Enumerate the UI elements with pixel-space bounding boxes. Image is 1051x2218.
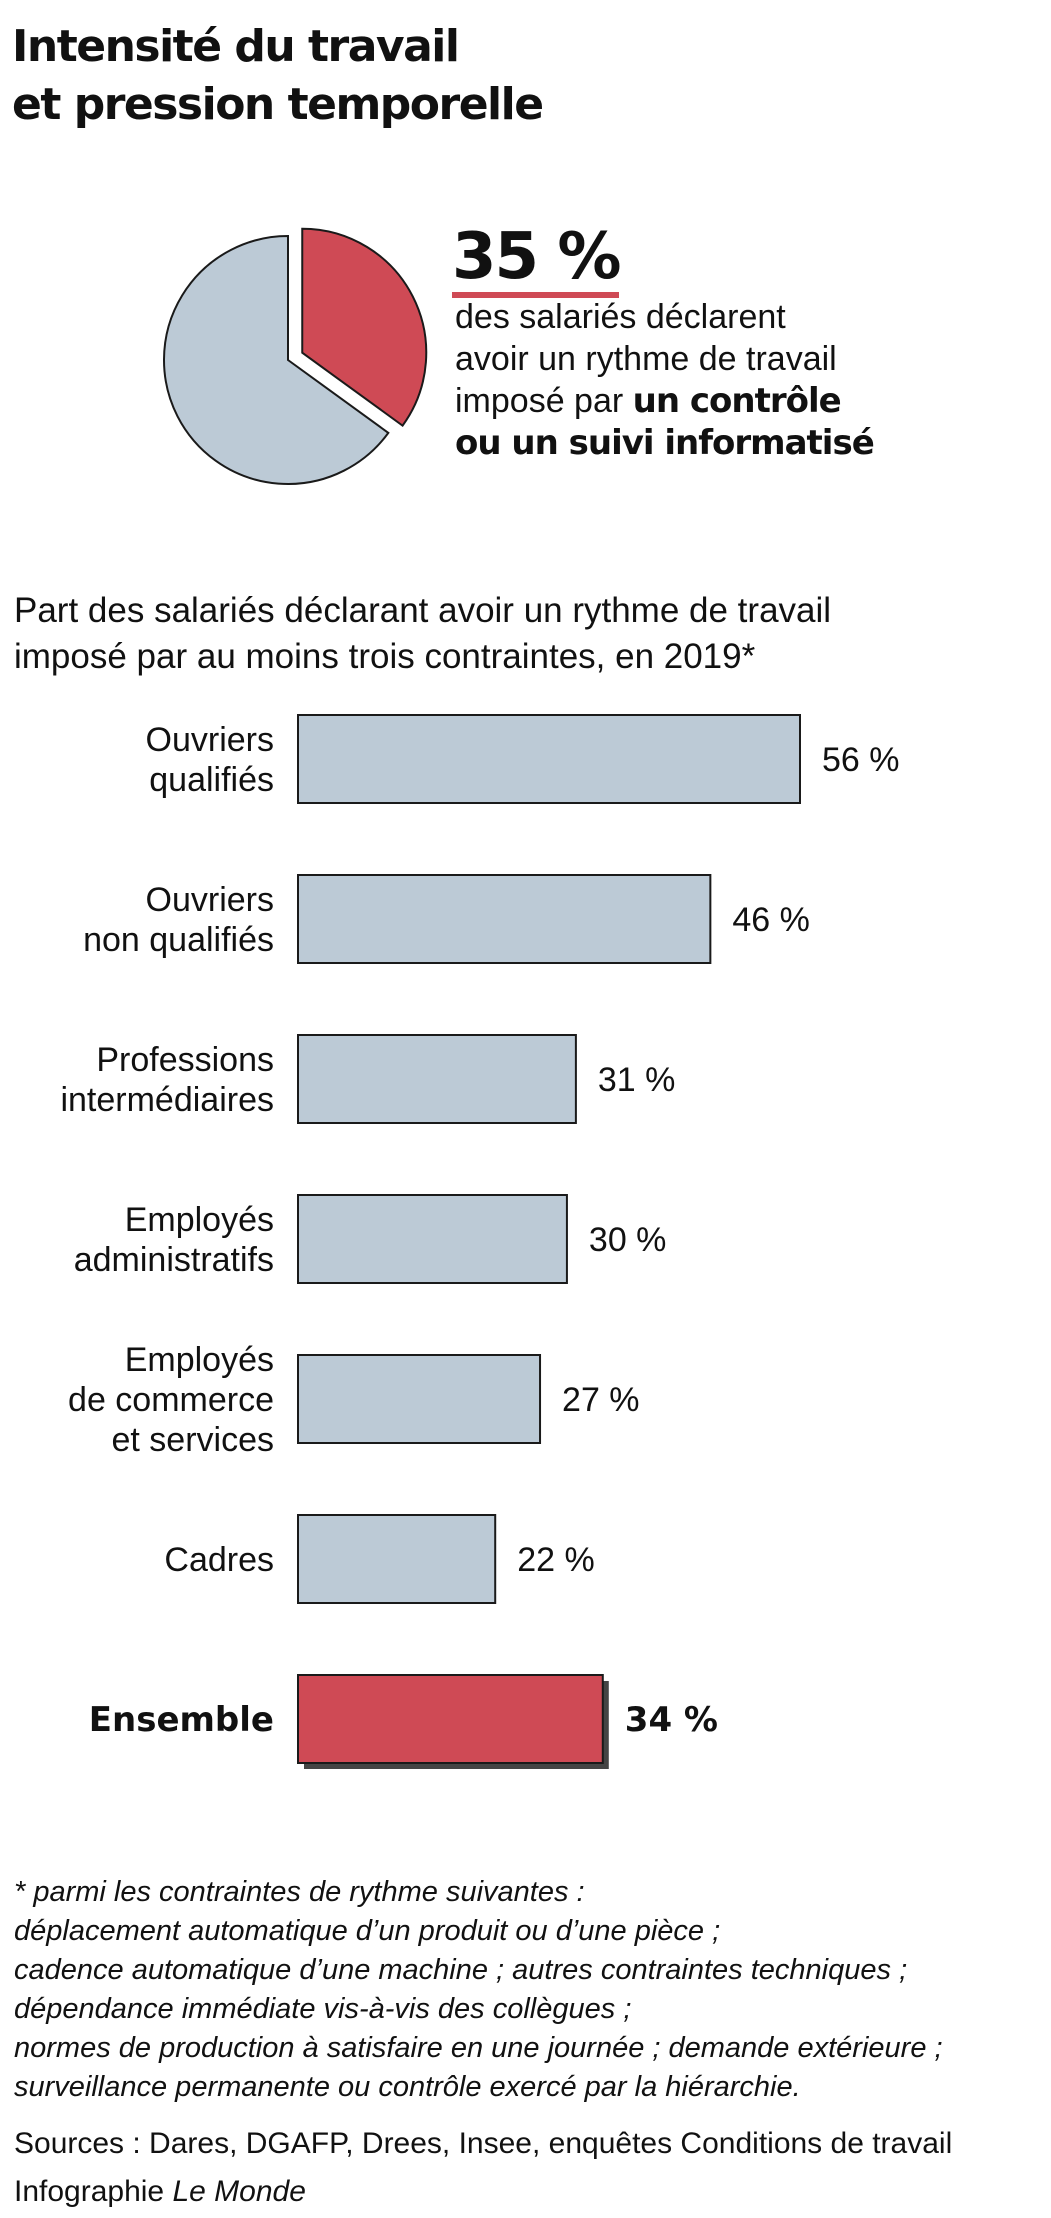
footnote-line: * parmi les contraintes de rythme suivan… bbox=[14, 1876, 585, 1908]
bar-value-label: 22 % bbox=[517, 1541, 595, 1579]
bar bbox=[297, 1034, 577, 1124]
sources-block: Sources : Dares, DGAFP, Drees, Insee, en… bbox=[14, 2120, 952, 2216]
bar-value-label: 56 % bbox=[822, 741, 900, 779]
category-label-line: Cadres bbox=[164, 1541, 274, 1579]
bar-highlight bbox=[297, 1674, 604, 1764]
footnote-line: déplacement automatique d’un produit ou … bbox=[14, 1915, 721, 1947]
bar-value-label: 31 % bbox=[598, 1061, 676, 1099]
bar bbox=[297, 1354, 542, 1444]
bar-value-label: 34 % bbox=[625, 1700, 718, 1740]
credit-brand: Le Monde bbox=[172, 2175, 306, 2208]
category-label: Employés de commerce et services bbox=[68, 1341, 274, 1459]
category-label: Cadres bbox=[164, 1541, 274, 1579]
title-line: Intensité du travail bbox=[12, 21, 460, 72]
bar-value-label: 30 % bbox=[589, 1221, 667, 1259]
kpi-description: des salariés déclarent avoir un rythme d… bbox=[455, 296, 875, 464]
category-label-line: Employés bbox=[125, 1341, 274, 1379]
category-label: Employés administratifs bbox=[74, 1201, 274, 1279]
bar bbox=[297, 1194, 568, 1284]
subtitle-line: Part des salariés déclarant avoir un ryt… bbox=[14, 591, 832, 630]
bar bbox=[297, 714, 801, 804]
category-label-line: qualifiés bbox=[149, 761, 274, 799]
kpi-line: des salariés déclarent bbox=[455, 298, 786, 336]
category-label-line: non qualifiés bbox=[83, 921, 274, 959]
kpi-value: 35 % bbox=[452, 222, 621, 298]
category-label-line: intermédiaires bbox=[60, 1081, 274, 1119]
category-label: Ensemble bbox=[89, 1700, 274, 1740]
category-label-line: Ouvriers bbox=[146, 721, 274, 759]
footnote-line: dépendance immédiate vis-à-vis des collè… bbox=[14, 1993, 632, 2025]
category-label-line: Employés bbox=[125, 1201, 274, 1239]
category-label: Ouvriers non qualifiés bbox=[83, 881, 274, 959]
category-label: Professions intermédiaires bbox=[60, 1041, 274, 1119]
title-line: et pression temporelle bbox=[12, 79, 544, 130]
footnote-line: cadence automatique d’une machine ; autr… bbox=[14, 1954, 908, 1986]
category-label-line: Ensemble bbox=[89, 1700, 274, 1740]
footnote: * parmi les contraintes de rythme suivan… bbox=[14, 1873, 943, 2107]
category-label-line: et services bbox=[112, 1421, 275, 1459]
subtitle-line: imposé par au moins trois contraintes, e… bbox=[14, 637, 756, 676]
category-label-line: administratifs bbox=[74, 1241, 274, 1279]
footnote-line: surveillance permanente ou contrôle exer… bbox=[14, 2071, 801, 2103]
bar-value-label: 27 % bbox=[562, 1381, 640, 1419]
chart-title: Intensité du travail et pression tempore… bbox=[12, 18, 544, 134]
kpi-line: avoir un rythme de travail bbox=[455, 340, 837, 378]
category-label: Ouvriers qualifiés bbox=[146, 721, 274, 799]
kpi-line: imposé par un contrôle bbox=[455, 380, 874, 422]
footnote-line: normes de production à satisfaire en une… bbox=[14, 2032, 943, 2064]
kpi-line-bold: ou un suivi informatisé bbox=[455, 423, 875, 463]
bar bbox=[297, 874, 712, 964]
bar-value-label: 46 % bbox=[732, 901, 810, 939]
pie-chart bbox=[163, 227, 428, 485]
sources-text: Sources : Dares, DGAFP, Drees, Insee, en… bbox=[14, 2127, 953, 2160]
category-label-line: Professions bbox=[96, 1041, 274, 1079]
pie-slice-rest bbox=[163, 234, 390, 485]
credit: Infographie Le Monde bbox=[14, 2168, 952, 2216]
category-label-line: de commerce bbox=[68, 1381, 274, 1419]
bar bbox=[297, 1514, 497, 1604]
kpi-line-plain: imposé par bbox=[455, 382, 633, 420]
bar-chart-subtitle: Part des salariés déclarant avoir un ryt… bbox=[14, 588, 831, 680]
credit-prefix: Infographie bbox=[14, 2175, 173, 2208]
kpi-line-bold: un contrôle bbox=[632, 381, 842, 421]
kpi-line: ou un suivi informatisé bbox=[455, 422, 875, 464]
category-label-line: Ouvriers bbox=[146, 881, 274, 919]
pie-slice-highlight bbox=[301, 227, 428, 428]
